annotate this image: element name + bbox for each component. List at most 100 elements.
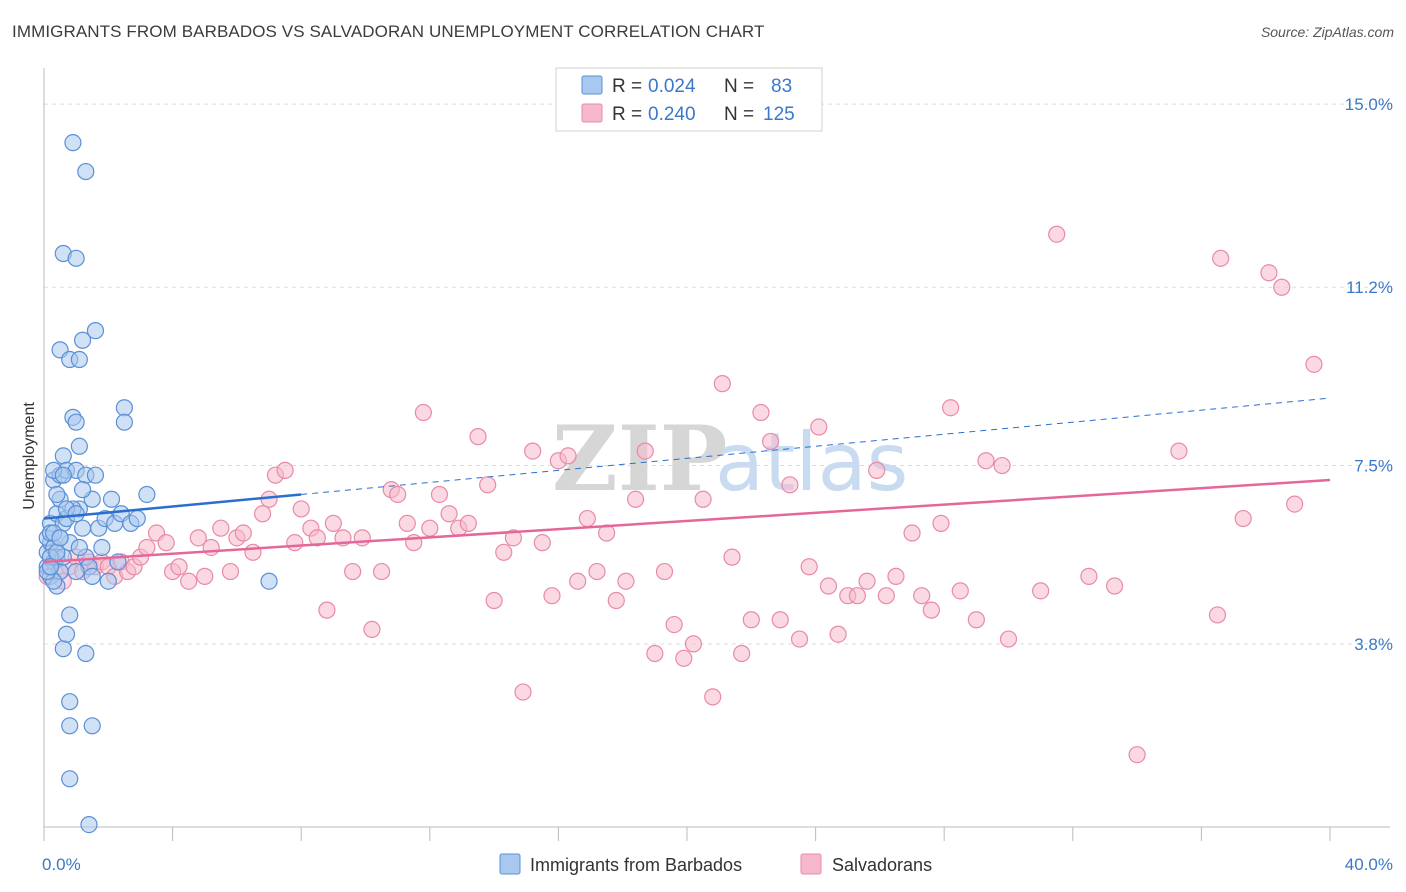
bottom-legend-label-salvadorans[interactable]: Salvadorans — [832, 855, 932, 875]
y-tick-labels: 3.8% 7.5% 11.2% 15.0% — [1345, 95, 1393, 654]
y-tick-label: 15.0% — [1345, 95, 1393, 114]
bottom-legend-label-barbados[interactable]: Immigrants from Barbados — [530, 855, 742, 875]
legend-n-label: N = — [724, 104, 754, 125]
salvadorans-point — [1208, 606, 1227, 624]
barbados-point — [67, 562, 85, 581]
barbados-point — [54, 447, 72, 465]
bottom-legend: Immigrants from Barbados Salvadorans — [499, 853, 932, 875]
salvadorans-point — [324, 514, 342, 532]
legend-r-label: R = — [612, 76, 642, 97]
watermark: ZIP atlas — [552, 406, 908, 512]
salvadorans-point — [533, 534, 551, 552]
salvadorans-point — [221, 562, 240, 581]
salvadorans-point — [771, 611, 789, 629]
salvadorans-point — [967, 611, 985, 629]
barbados-point — [67, 413, 85, 431]
bottom-legend-swatch-barbados[interactable] — [499, 853, 521, 875]
barbados-point — [57, 625, 76, 643]
salvadorans-point — [829, 625, 847, 643]
salvadorans-point — [234, 524, 252, 542]
barbados-point — [115, 413, 133, 431]
salvadorans-point — [276, 461, 294, 479]
salvadorans-point — [485, 591, 503, 610]
salvadorans-point — [1032, 582, 1050, 600]
salvadorans-point — [514, 683, 532, 701]
axes — [43, 68, 1390, 841]
salvadorans-point — [588, 562, 606, 581]
salvadorans-point — [504, 529, 522, 547]
salvadorans-point — [559, 447, 577, 465]
salvadorans-point — [569, 572, 587, 590]
bottom-legend-swatch-salvadorans[interactable] — [800, 853, 822, 875]
barbados-point — [260, 572, 278, 590]
salvadorans-point — [1234, 509, 1252, 528]
salvadorans-point — [636, 442, 654, 460]
salvadorans-point — [684, 635, 703, 653]
salvadorans-point — [626, 490, 645, 508]
salvadorans-point — [244, 543, 262, 561]
legend-r-value-salvadorans: 0.240 — [648, 104, 696, 125]
chart-title: IMMIGRANTS FROM BARBADOS VS SALVADORAN U… — [12, 22, 765, 41]
salvadorans-point — [363, 620, 381, 639]
salvadorans-point — [781, 476, 799, 494]
salvadorans-point — [389, 485, 407, 504]
salvadorans-point — [430, 485, 449, 504]
barbados-point — [80, 815, 98, 834]
trend-lines — [43, 397, 1331, 564]
barbados-point — [61, 717, 79, 735]
salvadorans-point — [292, 500, 310, 518]
barbados-point — [67, 249, 85, 267]
salvadorans-point — [887, 567, 905, 585]
salvadorans-point — [495, 543, 513, 561]
salvadorans-point — [212, 519, 230, 537]
y-tick-label: 11.2% — [1346, 278, 1393, 297]
salvadorans-point — [308, 529, 326, 547]
x-tick-label: 0.0% — [42, 855, 81, 874]
salvadorans-point — [578, 509, 596, 528]
barbados-point — [73, 481, 92, 499]
barbados-point — [67, 505, 85, 523]
barbados-point — [61, 606, 79, 624]
salvadorans-point — [170, 558, 188, 576]
salvadorans-point — [353, 529, 371, 547]
barbados-point — [54, 466, 72, 484]
barbados-trend-extension — [301, 397, 1331, 495]
barbados-point — [93, 538, 111, 557]
salvadorans-point — [723, 548, 741, 566]
salvadorans-point — [138, 538, 156, 557]
salvadorans-point — [607, 591, 625, 610]
salvadorans-point — [479, 476, 497, 494]
salvadorans-point — [617, 572, 635, 590]
legend-swatch-salvadorans — [581, 103, 603, 123]
salvadorans-point — [848, 587, 866, 605]
salvadorans-point — [868, 461, 886, 479]
y-axis-label: Unemployment — [21, 402, 38, 510]
barbados-point — [61, 770, 79, 788]
salvadorans-point — [790, 630, 809, 648]
salvadorans-point — [372, 562, 391, 581]
salvadorans-point — [999, 630, 1018, 648]
salvadorans-point — [655, 562, 674, 581]
salvadorans-point — [694, 490, 712, 508]
salvadorans-point — [993, 456, 1011, 475]
legend: R = 0.024 N = 83 R = 0.240 N = 125 — [555, 67, 823, 132]
barbados-point — [83, 717, 101, 735]
salvadorans-point — [800, 558, 818, 576]
salvadorans-point — [858, 572, 876, 590]
salvadorans-point — [202, 538, 220, 557]
salvadorans-point — [543, 587, 561, 605]
salvadorans-point — [713, 375, 731, 393]
barbados-points — [38, 134, 278, 834]
salvadorans-point — [922, 601, 940, 619]
salvadorans-point — [903, 524, 921, 542]
barbados-point — [61, 693, 79, 711]
salvadorans-point — [469, 428, 487, 446]
salvadorans-trend-line — [43, 478, 1331, 564]
barbados-point — [73, 331, 92, 349]
salvadorans-point — [459, 514, 477, 532]
barbados-point — [70, 437, 88, 455]
salvadorans-point — [932, 514, 950, 532]
barbados-point — [86, 466, 105, 484]
barbados-point — [48, 543, 66, 561]
barbados-point — [138, 485, 156, 504]
